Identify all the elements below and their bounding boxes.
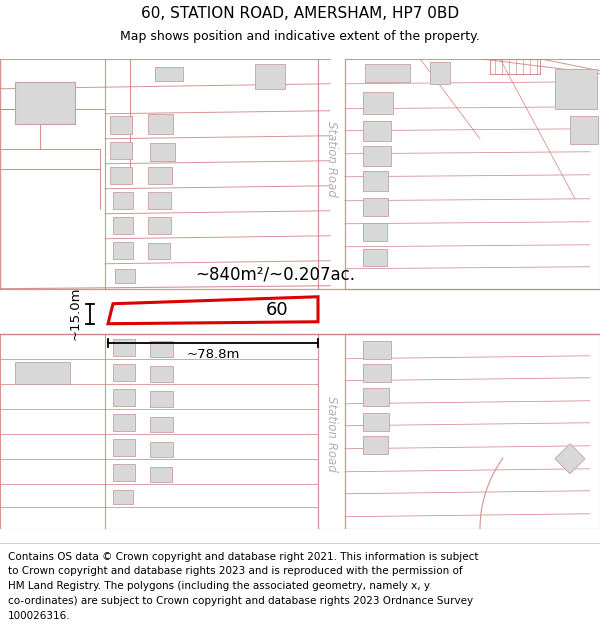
Bar: [113, 364, 135, 381]
Text: ~15.0m: ~15.0m: [68, 287, 82, 341]
Bar: [363, 198, 388, 216]
Text: ~78.8m: ~78.8m: [187, 348, 239, 361]
Bar: [113, 439, 135, 456]
Text: 100026316.: 100026316.: [8, 611, 70, 621]
Bar: [363, 222, 387, 241]
Bar: [113, 490, 133, 504]
Text: ~840m²/~0.207ac.: ~840m²/~0.207ac.: [195, 266, 355, 284]
Bar: [113, 389, 135, 406]
Bar: [363, 92, 393, 114]
Bar: [150, 391, 173, 407]
Text: Contains OS data © Crown copyright and database right 2021. This information is : Contains OS data © Crown copyright and d…: [8, 552, 478, 562]
Text: HM Land Registry. The polygons (including the associated geometry, namely x, y: HM Land Registry. The polygons (includin…: [8, 581, 430, 591]
Bar: [150, 366, 173, 382]
Bar: [150, 417, 173, 432]
Bar: [113, 464, 135, 481]
Bar: [363, 146, 391, 166]
Bar: [150, 467, 172, 482]
Bar: [150, 142, 175, 161]
Bar: [148, 114, 173, 134]
Polygon shape: [555, 444, 585, 474]
Bar: [113, 339, 135, 356]
Bar: [15, 82, 75, 124]
Bar: [570, 116, 598, 144]
Bar: [363, 341, 391, 359]
Bar: [113, 192, 133, 209]
Bar: [430, 62, 450, 84]
Text: Map shows position and indicative extent of the property.: Map shows position and indicative extent…: [120, 30, 480, 43]
Bar: [363, 388, 389, 406]
Bar: [113, 217, 133, 234]
Bar: [15, 362, 70, 384]
Text: co-ordinates) are subject to Crown copyright and database rights 2023 Ordnance S: co-ordinates) are subject to Crown copyr…: [8, 596, 473, 606]
Text: Station Road: Station Road: [325, 396, 337, 472]
Bar: [363, 412, 389, 431]
Bar: [363, 364, 391, 382]
Bar: [150, 341, 173, 357]
Bar: [365, 64, 410, 82]
Text: Station Road: Station Road: [325, 121, 337, 197]
Bar: [255, 64, 285, 89]
Bar: [113, 242, 133, 259]
Bar: [148, 217, 171, 234]
Bar: [363, 249, 387, 266]
Bar: [363, 121, 391, 141]
Bar: [110, 116, 132, 134]
Bar: [363, 436, 388, 454]
Bar: [110, 142, 132, 159]
Bar: [148, 167, 172, 184]
Bar: [148, 242, 170, 259]
Bar: [155, 67, 183, 81]
Bar: [115, 269, 135, 282]
Bar: [555, 69, 597, 109]
Text: 60: 60: [265, 301, 288, 319]
Bar: [363, 171, 388, 191]
Text: 60, STATION ROAD, AMERSHAM, HP7 0BD: 60, STATION ROAD, AMERSHAM, HP7 0BD: [141, 6, 459, 21]
Bar: [148, 192, 171, 209]
Polygon shape: [108, 297, 318, 324]
Bar: [110, 167, 132, 184]
Bar: [113, 414, 135, 431]
Bar: [150, 442, 173, 457]
Text: to Crown copyright and database rights 2023 and is reproduced with the permissio: to Crown copyright and database rights 2…: [8, 566, 463, 576]
